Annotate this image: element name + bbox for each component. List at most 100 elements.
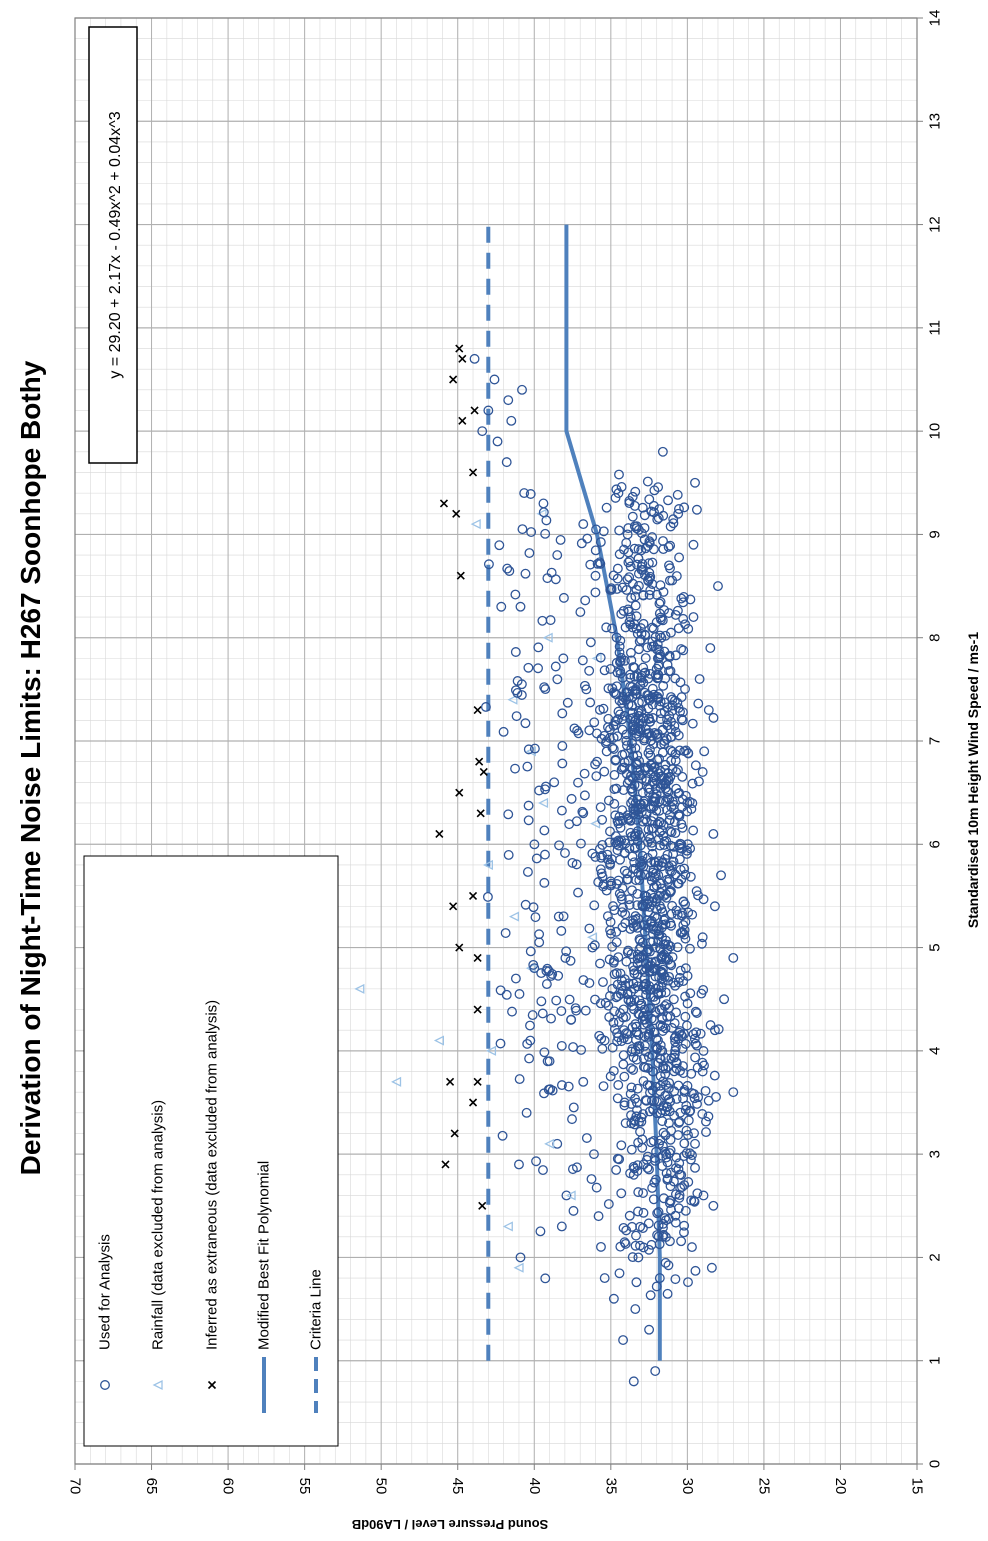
used-point	[627, 622, 638, 633]
used-point	[497, 1130, 508, 1141]
legend-label: Criteria Line	[308, 1269, 325, 1350]
used-point	[590, 570, 601, 581]
used-point	[719, 994, 730, 1005]
used-point	[650, 868, 661, 879]
used-point	[681, 1100, 692, 1111]
used-point	[650, 1366, 661, 1376]
used-point	[636, 528, 647, 539]
used-point	[660, 1130, 671, 1141]
used-point	[638, 861, 649, 872]
used-point	[679, 502, 690, 513]
used-point	[657, 1014, 668, 1025]
used-point	[618, 605, 629, 616]
x-tick-label: 1	[927, 1357, 944, 1365]
used-point	[527, 1010, 538, 1021]
used-point	[621, 687, 632, 698]
used-point	[647, 557, 658, 568]
used-point	[607, 623, 618, 634]
used-point	[647, 622, 658, 633]
used-point	[666, 827, 677, 838]
used-point	[621, 735, 632, 746]
legend-label: Modified Best Fit Polynomial	[256, 1161, 273, 1350]
used-point	[608, 744, 619, 754]
used-point	[661, 734, 672, 745]
used-point	[560, 848, 570, 859]
used-point	[662, 849, 673, 860]
used-point	[668, 804, 679, 815]
used-point	[695, 1028, 706, 1039]
used-point	[670, 673, 681, 684]
extraneous-point	[449, 902, 458, 911]
used-point	[645, 585, 656, 596]
used-point	[699, 746, 710, 757]
used-point	[687, 798, 698, 809]
used-point	[633, 867, 644, 878]
used-point	[634, 731, 645, 742]
used-point	[573, 887, 583, 898]
used-point	[626, 655, 637, 666]
used-point	[662, 1288, 673, 1299]
used-point	[654, 659, 664, 670]
used-point	[628, 1064, 639, 1075]
used-point	[661, 1168, 672, 1179]
used-point	[600, 997, 611, 1008]
used-point	[523, 744, 534, 755]
used-point	[523, 815, 534, 826]
used-point	[664, 1118, 674, 1129]
used-point	[653, 1206, 664, 1217]
used-point	[673, 764, 683, 775]
used-point	[635, 724, 646, 735]
used-point	[689, 1195, 699, 1206]
used-point	[536, 996, 547, 1007]
used-point	[628, 712, 639, 723]
used-point	[556, 1006, 567, 1017]
used-point	[677, 1182, 687, 1192]
used-point	[670, 726, 681, 737]
used-point	[522, 1038, 533, 1049]
used-point	[539, 682, 550, 693]
used-point	[654, 753, 665, 764]
used-point	[634, 1040, 645, 1051]
used-point	[648, 500, 659, 511]
used-point	[608, 687, 619, 698]
x-tick-label: 8	[927, 634, 944, 642]
used-point	[642, 476, 653, 487]
used-point	[637, 1223, 648, 1234]
rainfall-point	[507, 694, 518, 705]
used-point	[616, 608, 627, 619]
used-point	[655, 596, 666, 607]
rainfall-point	[470, 519, 481, 530]
used-point	[630, 743, 641, 754]
legend-label: Used for Analysis	[97, 1234, 114, 1350]
extraneous-point	[435, 829, 444, 839]
used-point	[624, 1210, 635, 1221]
used-point	[680, 1205, 691, 1216]
used-point	[525, 1035, 536, 1046]
used-point	[515, 601, 526, 612]
used-point	[616, 894, 627, 905]
x-tick-label: 7	[927, 737, 944, 745]
used-point	[633, 781, 644, 791]
used-point	[631, 1021, 642, 1032]
used-point	[510, 685, 521, 696]
used-point	[691, 1040, 702, 1051]
used-point	[690, 1052, 701, 1063]
used-point	[614, 1268, 625, 1279]
used-point	[630, 688, 641, 699]
used-point	[680, 991, 691, 1002]
used-point	[663, 1061, 674, 1072]
used-point	[587, 942, 598, 953]
used-point	[658, 1127, 669, 1138]
used-point	[652, 639, 663, 650]
used-point	[728, 952, 739, 963]
used-point	[590, 852, 601, 862]
used-point	[659, 971, 670, 982]
used-point	[652, 1230, 663, 1240]
used-point	[630, 722, 641, 733]
used-point	[629, 805, 640, 815]
extraneous-point	[449, 375, 458, 384]
used-point	[674, 504, 684, 514]
used-point	[629, 1004, 639, 1015]
used-point	[625, 672, 636, 683]
used-point	[627, 1252, 638, 1263]
